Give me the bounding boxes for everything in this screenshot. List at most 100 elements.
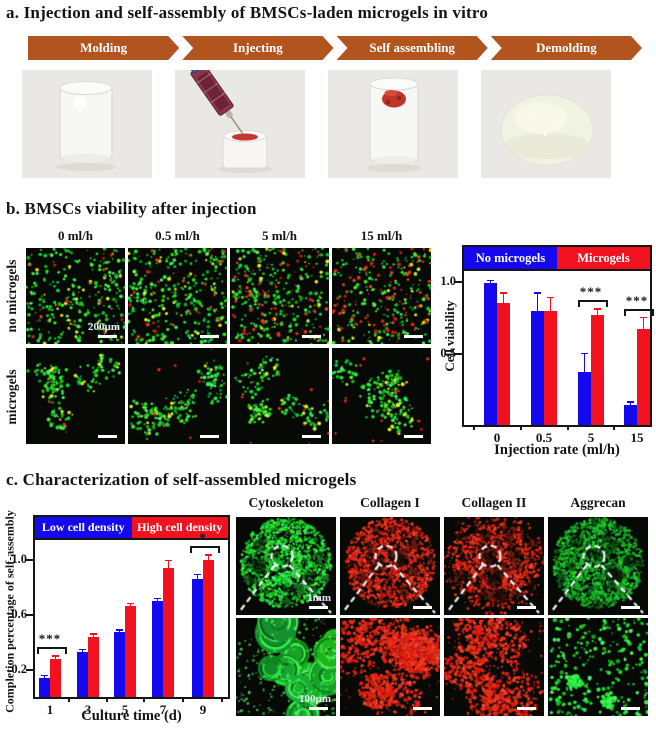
micrograph-canvas bbox=[236, 618, 336, 716]
viability-micrograph-r1c2 bbox=[128, 248, 227, 344]
step-injecting-label: Injecting bbox=[232, 40, 283, 55]
step-molding-label: Molding bbox=[80, 40, 128, 55]
bar-red-3 bbox=[88, 636, 99, 697]
error-bar-cap bbox=[41, 674, 48, 677]
col-label-15mlh: 15 ml/h bbox=[360, 228, 403, 243]
significance-bracket bbox=[37, 647, 67, 655]
error-bar bbox=[167, 560, 170, 568]
characterization-micrograph-r1c4 bbox=[548, 517, 648, 615]
error-bar bbox=[54, 656, 57, 659]
step-demolding: Demolding bbox=[491, 36, 642, 60]
y-tick-label: 1.0 bbox=[11, 551, 27, 566]
micrograph-canvas bbox=[230, 248, 329, 344]
error-bar-cap bbox=[90, 633, 97, 635]
significance-bracket bbox=[578, 300, 608, 308]
error-bar-cap bbox=[52, 655, 59, 657]
error-bar-cap bbox=[500, 292, 507, 294]
micrograph-canvas bbox=[340, 618, 440, 716]
scale-bar bbox=[621, 605, 640, 609]
y-tick-label: 0.6 bbox=[11, 606, 27, 621]
panel-b-title: b. BMSCs viability after injection bbox=[6, 199, 257, 218]
error-bar bbox=[81, 649, 84, 652]
characterization-micrograph-r2c1: 100µm bbox=[236, 618, 336, 716]
characterization-micrograph-r2c4 bbox=[548, 618, 648, 716]
significance-bracket bbox=[624, 308, 654, 316]
step-injecting: Injecting bbox=[182, 36, 333, 60]
significance-label: *** bbox=[579, 284, 603, 300]
legend-no-microgels: No microgels bbox=[464, 247, 557, 269]
legend-microgels: Microgels bbox=[557, 247, 650, 269]
characterization-micrograph-r2c2 bbox=[340, 618, 440, 716]
error-bar-cap bbox=[127, 602, 134, 604]
error-bar-cap bbox=[154, 597, 161, 600]
micrograph-canvas bbox=[444, 517, 544, 615]
error-bar bbox=[207, 555, 210, 560]
bar-blue-5 bbox=[578, 372, 591, 425]
micrograph-canvas bbox=[340, 517, 440, 615]
micrograph-canvas bbox=[548, 618, 648, 716]
x-tick-label: 0.5 bbox=[535, 430, 553, 445]
x-minor-tick bbox=[613, 425, 615, 430]
bar-red-5 bbox=[125, 606, 136, 697]
scale-bar bbox=[98, 434, 117, 438]
y-tick bbox=[26, 613, 35, 616]
scale-bar-label: 200µm bbox=[87, 321, 120, 333]
characterization-micrograph-r1c2 bbox=[340, 517, 440, 615]
error-bar bbox=[629, 402, 632, 405]
viability-micrograph-r2c3 bbox=[230, 348, 329, 444]
micrograph-canvas bbox=[128, 348, 227, 444]
self-assembly-legend: Low cell density High cell density bbox=[35, 517, 228, 540]
error-bar-cap bbox=[205, 554, 212, 556]
significance-bracket bbox=[190, 546, 220, 554]
x-tick-label: 5 bbox=[587, 430, 595, 445]
characterization-micrograph-r1c1: 1mm bbox=[236, 517, 336, 615]
x-minor-tick bbox=[519, 425, 522, 430]
bar-red-0 bbox=[497, 303, 510, 425]
syringe-injecting-image bbox=[183, 70, 272, 173]
y-tick bbox=[455, 352, 464, 355]
step-self-assembling-label: Self assembling bbox=[369, 40, 455, 55]
scale-bar bbox=[404, 334, 423, 338]
error-bar-cap bbox=[487, 279, 494, 282]
error-bar bbox=[596, 309, 599, 315]
significance-label: * bbox=[199, 530, 207, 546]
error-bar bbox=[129, 603, 132, 607]
error-bar bbox=[642, 317, 645, 330]
y-tick bbox=[26, 668, 35, 671]
photo-injecting bbox=[175, 70, 305, 178]
col-label-05mlh: 0.5 ml/h bbox=[155, 228, 200, 243]
viability-micrograph-r2c1 bbox=[26, 348, 125, 444]
panel-a-title: a. Injection and self-assembly of BMSCs-… bbox=[6, 3, 489, 22]
error-bar-cap bbox=[79, 648, 86, 651]
bar-blue-1 bbox=[39, 677, 50, 697]
characterization-micrograph-r1c3 bbox=[444, 517, 544, 615]
bar-blue-7 bbox=[152, 600, 163, 697]
x-tick-label: 1 bbox=[46, 702, 54, 717]
error-bar bbox=[196, 574, 199, 579]
viability-micrograph-r2c2 bbox=[128, 348, 227, 444]
error-bar bbox=[536, 293, 539, 311]
self-assembly-x-axis-label: Culture time (d) bbox=[81, 708, 182, 724]
viability-micrograph-r1c3 bbox=[230, 248, 329, 344]
process-arrow-bar: Molding Injecting Self assembling Demold… bbox=[28, 36, 642, 60]
error-bar bbox=[502, 293, 505, 304]
scale-bar bbox=[98, 334, 117, 338]
step-self-assembling: Self assembling bbox=[337, 36, 488, 60]
bar-blue-0.5 bbox=[531, 310, 544, 425]
micrograph-canvas bbox=[548, 517, 648, 615]
error-bar-cap bbox=[547, 296, 554, 299]
error-bar-cap bbox=[581, 352, 588, 354]
micrograph-canvas bbox=[444, 618, 544, 716]
scale-bar bbox=[309, 706, 328, 710]
error-bar bbox=[549, 297, 552, 311]
self-assembled-construct-image bbox=[366, 77, 422, 172]
cell-viability-chart: No microgels Microgels 0.5 1.0 0 0.5 5 15 *** *… bbox=[440, 245, 654, 445]
viability-legend: No microgels Microgels bbox=[464, 247, 650, 271]
y-tick bbox=[455, 281, 464, 283]
bar-red-0.5 bbox=[544, 310, 557, 425]
legend-high-cell-density: High cell density bbox=[131, 517, 228, 538]
col-label-aggrecan: Aggrecan bbox=[570, 495, 626, 510]
scale-bar bbox=[200, 334, 219, 338]
bar-red-1 bbox=[50, 658, 61, 697]
